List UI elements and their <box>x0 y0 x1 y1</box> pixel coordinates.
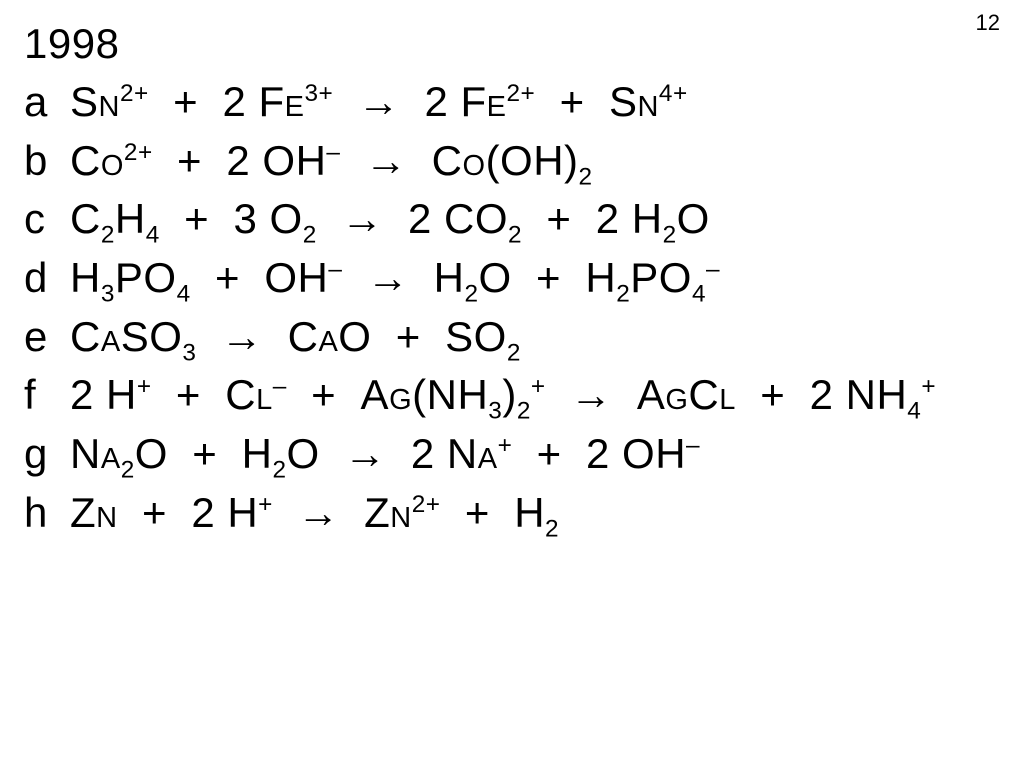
equation-body: Sn2+ + 2 Fe3+ → 2 Fe2+ + Sn4+ <box>70 74 688 131</box>
equation-body: CaSO3 → CaO + SO2 <box>70 309 521 366</box>
equation-label: g <box>24 426 70 483</box>
equation-label: h <box>24 485 70 542</box>
equation-label: c <box>24 191 70 248</box>
year-heading: 1998 <box>24 20 1000 68</box>
equation-label: e <box>24 309 70 366</box>
equation-body: H3PO4 + OH– → H2O + H2PO4– <box>70 250 720 307</box>
equation-body: Na2O + H2O → 2 Na+ + 2 OH– <box>70 426 700 483</box>
equation-label: f <box>24 367 70 424</box>
equation-row: a Sn2+ + 2 Fe3+ → 2 Fe2+ + Sn4+ <box>24 74 1000 131</box>
slide-content: 1998 a Sn2+ + 2 Fe3+ → 2 Fe2+ + Sn4+ b C… <box>24 20 1000 544</box>
equation-row: b Co2+ + 2 OH– → Co(OH)2 <box>24 133 1000 190</box>
equation-row: e CaSO3 → CaO + SO2 <box>24 309 1000 366</box>
equation-row: d H3PO4 + OH– → H2O + H2PO4– <box>24 250 1000 307</box>
slide: 12 1998 a Sn2+ + 2 Fe3+ → 2 Fe2+ + Sn4+ … <box>0 0 1024 768</box>
equation-row: c C2H4 + 3 O2 → 2 CO2 + 2 H2O <box>24 191 1000 248</box>
equation-row: h Zn + 2 H+ → Zn2+ + H2 <box>24 485 1000 542</box>
equation-body: Zn + 2 H+ → Zn2+ + H2 <box>70 485 559 542</box>
equation-label: a <box>24 74 70 131</box>
equation-row: f 2 H+ + Cl– + Ag(NH3)2+ → AgCl + 2 NH4+ <box>24 367 1000 424</box>
equation-label: b <box>24 133 70 190</box>
equation-row: g Na2O + H2O → 2 Na+ + 2 OH– <box>24 426 1000 483</box>
equation-body: 2 H+ + Cl– + Ag(NH3)2+ → AgCl + 2 NH4+ <box>70 367 936 424</box>
equation-body: C2H4 + 3 O2 → 2 CO2 + 2 H2O <box>70 191 710 248</box>
equation-label: d <box>24 250 70 307</box>
equation-body: Co2+ + 2 OH– → Co(OH)2 <box>70 133 593 190</box>
